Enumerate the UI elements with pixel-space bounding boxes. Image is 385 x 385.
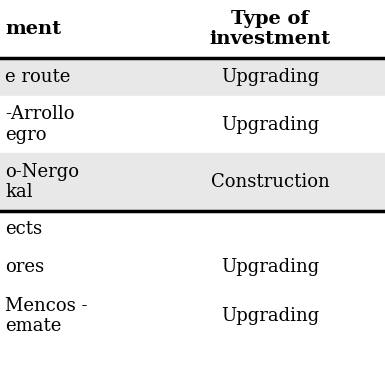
Text: e route: e route (5, 68, 70, 86)
Text: o-Nergo
kal: o-Nergo kal (5, 162, 79, 201)
Text: Upgrading: Upgrading (221, 258, 319, 276)
Text: Type of
investment: Type of investment (209, 10, 331, 49)
Text: Upgrading: Upgrading (221, 68, 319, 86)
Text: ores: ores (5, 258, 44, 276)
Bar (0, 247, 385, 287)
Bar (0, 211, 385, 247)
Bar (0, 96, 385, 153)
Text: Mencos -
emate: Mencos - emate (5, 296, 87, 335)
Text: ects: ects (5, 220, 42, 238)
Text: Construction: Construction (211, 173, 330, 191)
Bar (0, 287, 385, 345)
Text: Upgrading: Upgrading (221, 116, 319, 134)
Bar (0, 153, 385, 211)
Text: ment: ment (5, 20, 61, 38)
Bar (0, 0, 385, 58)
Text: -Arrollo
egro: -Arrollo egro (5, 105, 75, 144)
Text: Upgrading: Upgrading (221, 307, 319, 325)
Bar (0, 58, 385, 96)
